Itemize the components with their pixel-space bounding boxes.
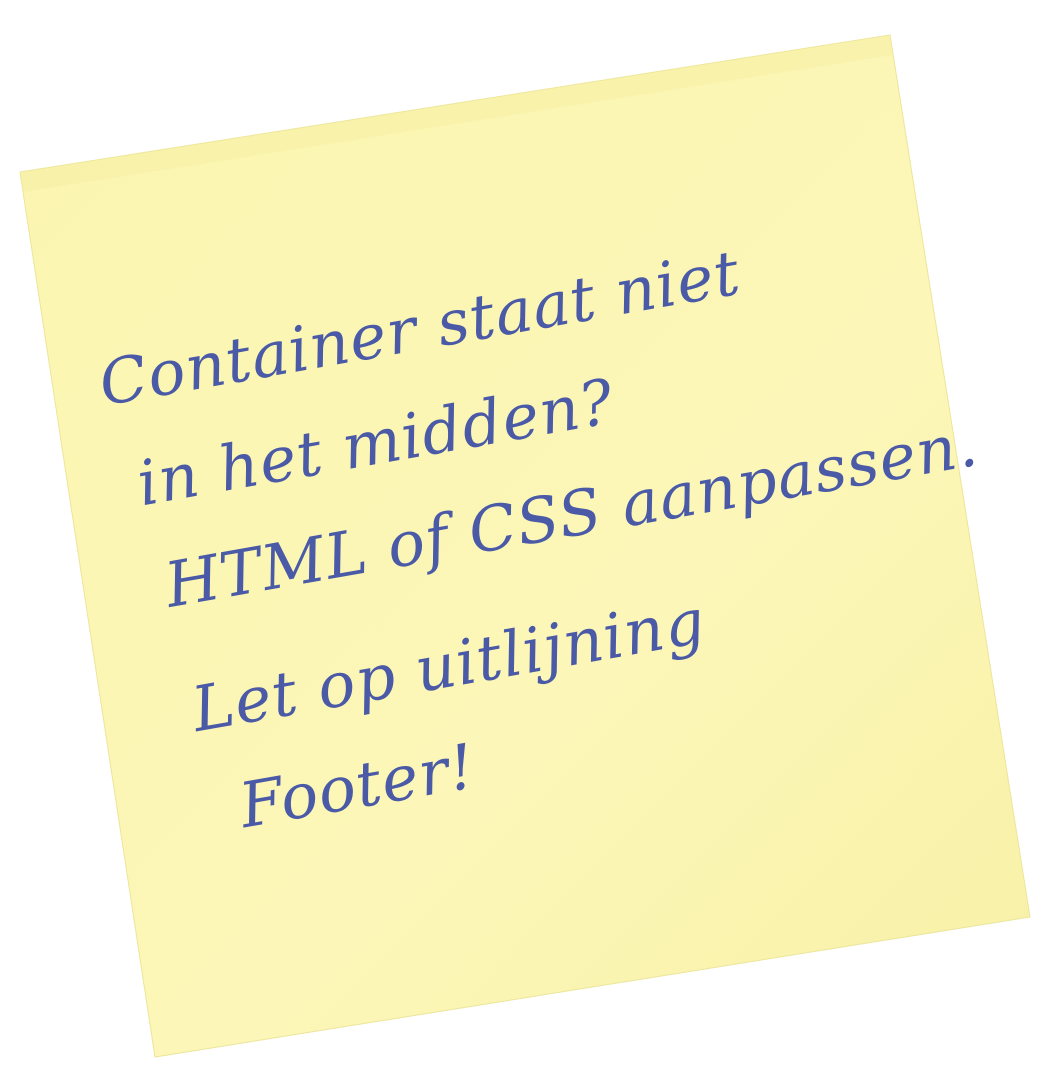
- sticky-note-paper: [19, 34, 1031, 1058]
- adhesive-strip: [20, 35, 893, 192]
